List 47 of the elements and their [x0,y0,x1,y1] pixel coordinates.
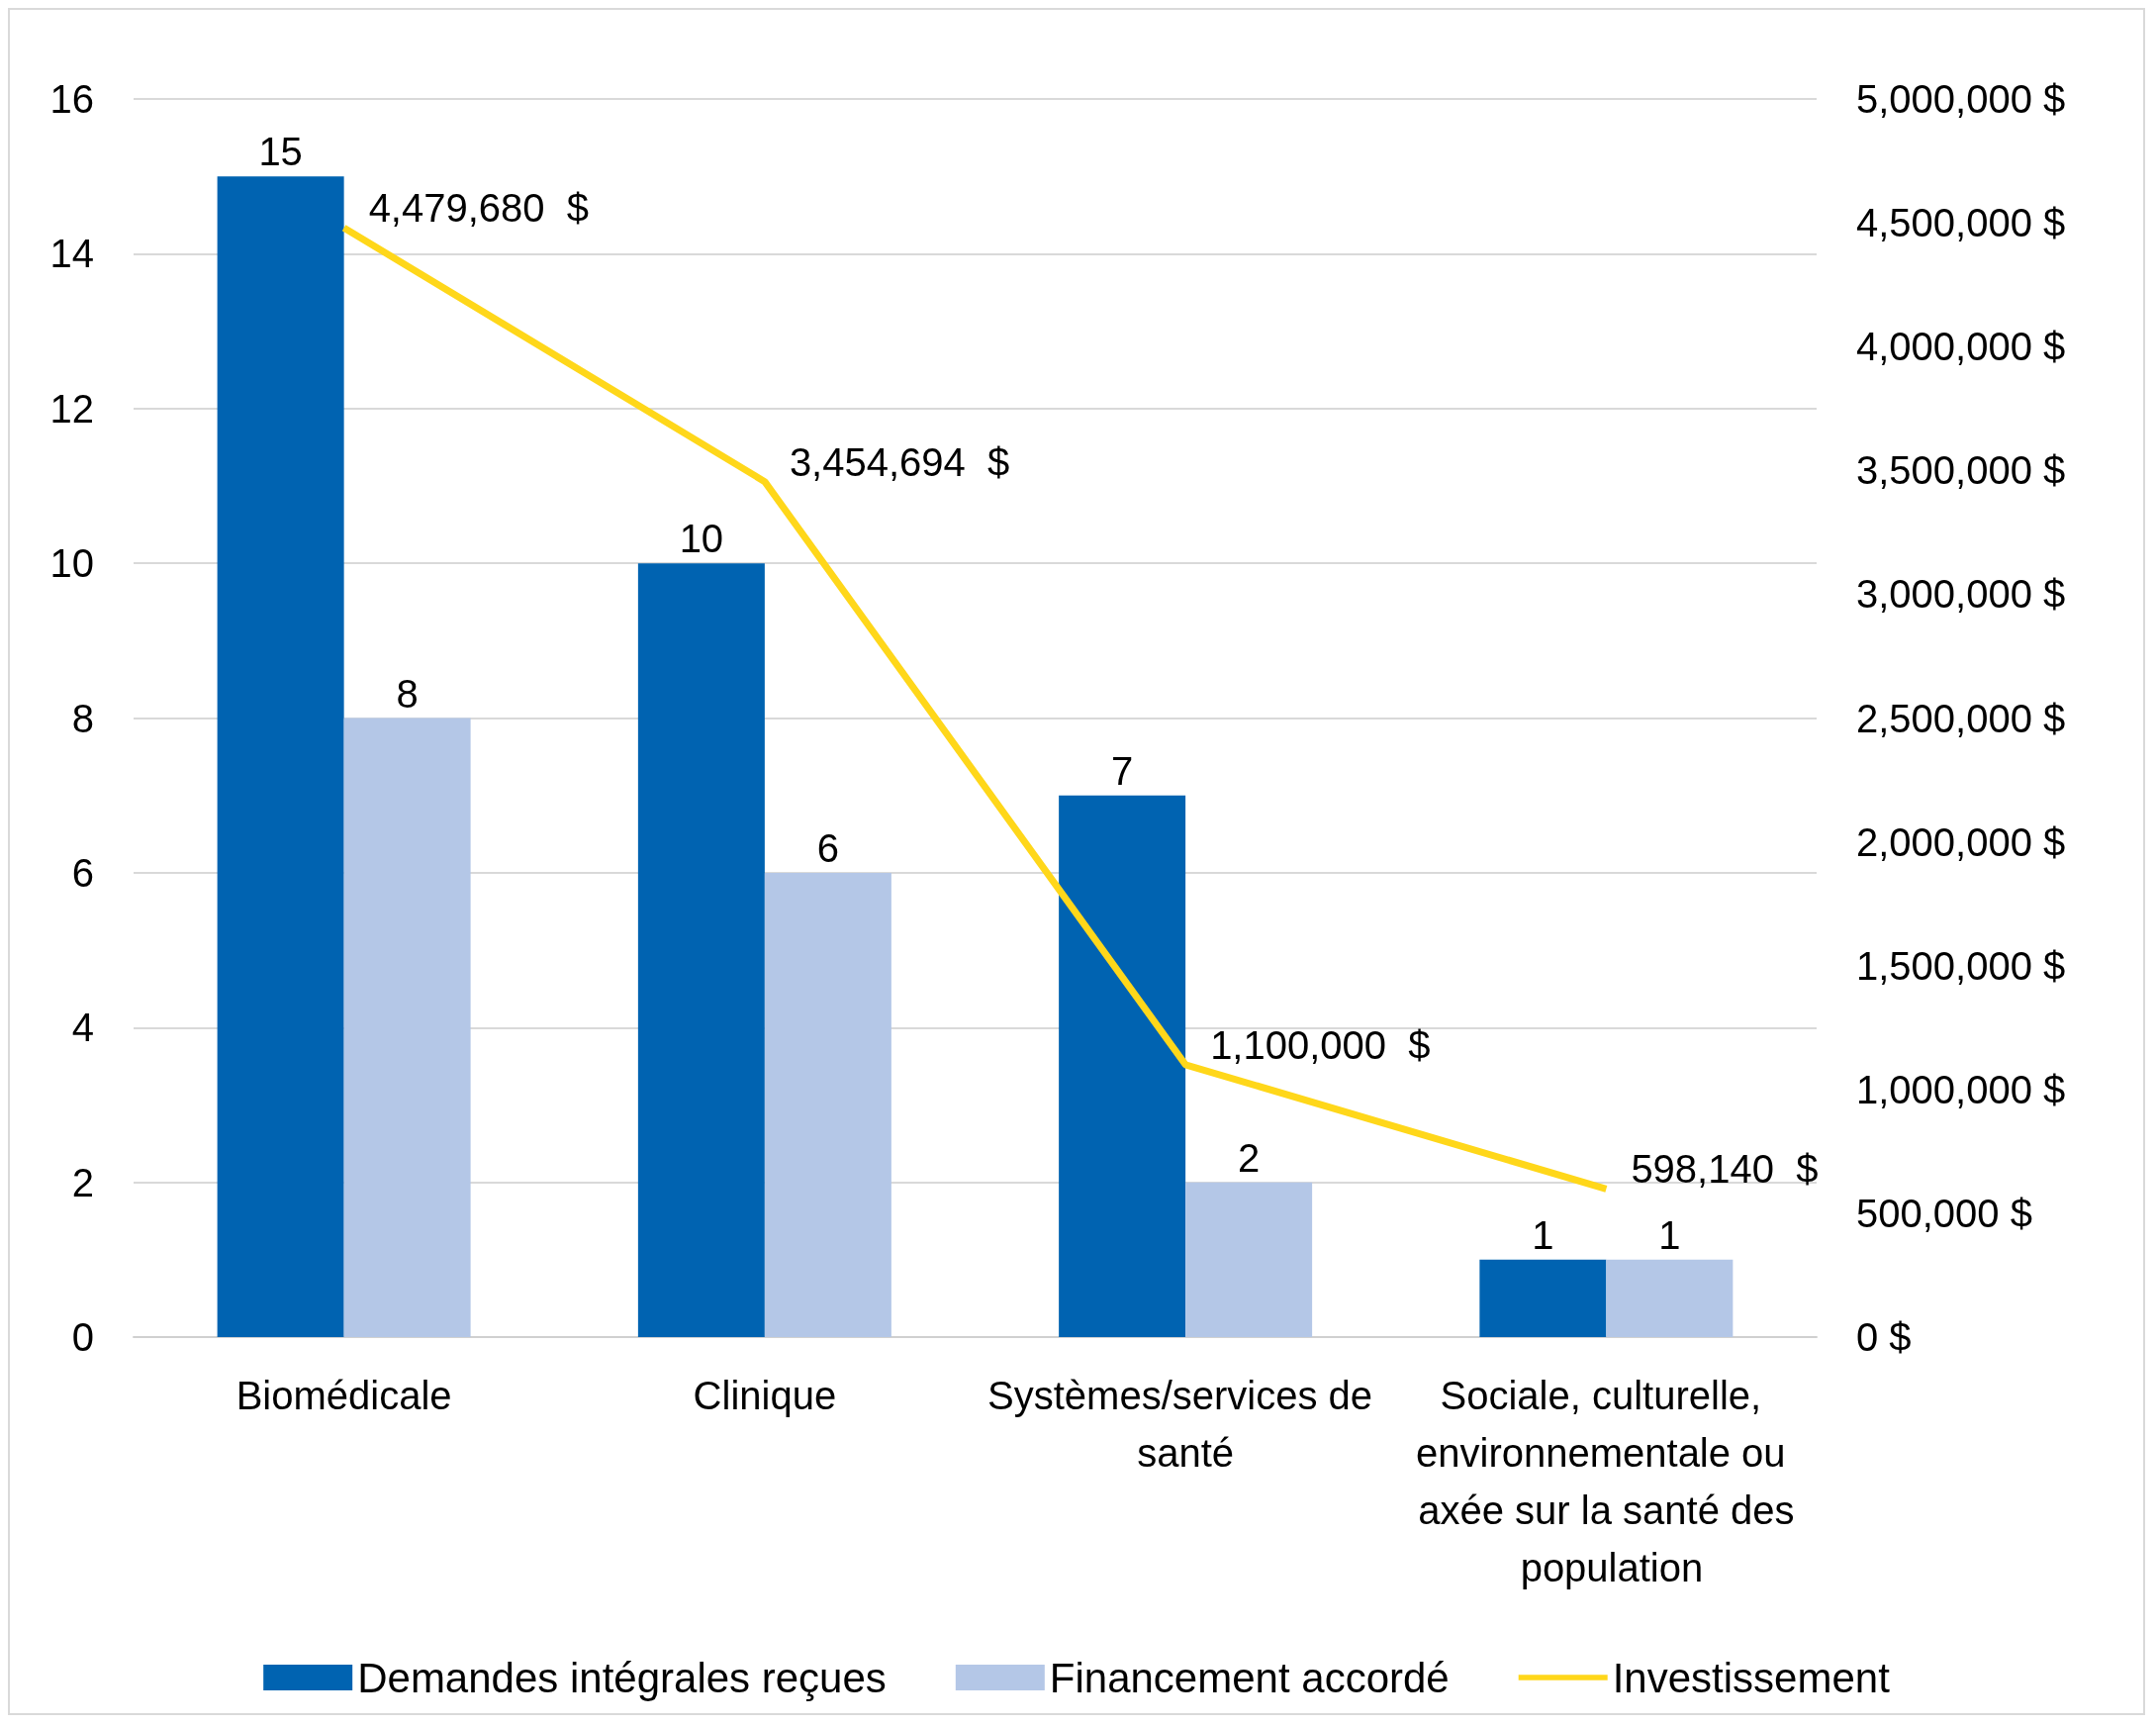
x-tick-label: Biomédicale [235,1374,452,1417]
data-label: 7 [1111,748,1134,793]
data-label: 6 [816,825,839,870]
y2-tick-label: 4,000,000 $ [1856,325,2066,369]
y-tick-label: 10 [49,541,94,586]
data-label: 8 [396,671,419,716]
y-tick-label: 12 [49,386,94,431]
x-tick-label: Clinique [693,1374,837,1417]
y-tick-label: 0 [71,1315,94,1359]
data-label: 3,454,694 $ [789,439,1010,484]
data-label: 4,479,680 $ [368,186,590,231]
y-tick-label: 16 [49,77,94,121]
x-tick-label: Sociale, culturelle, environnementale ou axée sur la santé des population [1416,1374,1797,1589]
y2-tick-label: 0 $ [1856,1315,1912,1359]
data-label: 1 [1532,1212,1554,1257]
data-label: 2 [1238,1135,1261,1180]
legend-label: Demandes intégrales reçues [357,1654,887,1701]
y2-tick-label: 4,500,000 $ [1856,201,2066,245]
y2-tick-label: 3,500,000 $ [1856,448,2066,493]
x-tick-label: Systèmes/services de santé [987,1374,1384,1475]
bar [1479,1259,1607,1337]
legend-label: Financement accordé [1049,1654,1450,1701]
bar [217,176,344,1337]
y-tick-label: 2 [71,1160,94,1204]
y-tick-label: 4 [71,1006,94,1050]
y-tick-label: 8 [71,696,94,740]
bar [1185,1182,1313,1337]
bar [343,718,471,1337]
y-tick-label: 14 [49,232,94,276]
data-label: 1,100,000 $ [1210,1022,1431,1067]
y2-tick-label: 1,000,000 $ [1856,1067,2066,1111]
y2-tick-label: 3,000,000 $ [1856,572,2066,617]
y2-tick-label: 5,000,000 $ [1856,77,2066,121]
bar [1606,1259,1734,1337]
data-label: 15 [258,130,303,174]
y2-tick-label: 2,000,000 $ [1856,819,2066,864]
y2-tick-label: 1,500,000 $ [1856,943,2066,988]
y-tick-label: 6 [71,850,94,895]
y2-tick-label: 2,500,000 $ [1856,696,2066,740]
legend-label: Investissement [1612,1654,1891,1701]
data-label: 598,140 $ [1631,1147,1819,1192]
data-label: 10 [679,517,724,561]
bar [637,563,765,1337]
bar [1059,795,1186,1337]
y2-tick-label: 500,000 $ [1856,1191,2032,1235]
data-label: 1 [1658,1212,1681,1257]
bar [764,872,891,1337]
